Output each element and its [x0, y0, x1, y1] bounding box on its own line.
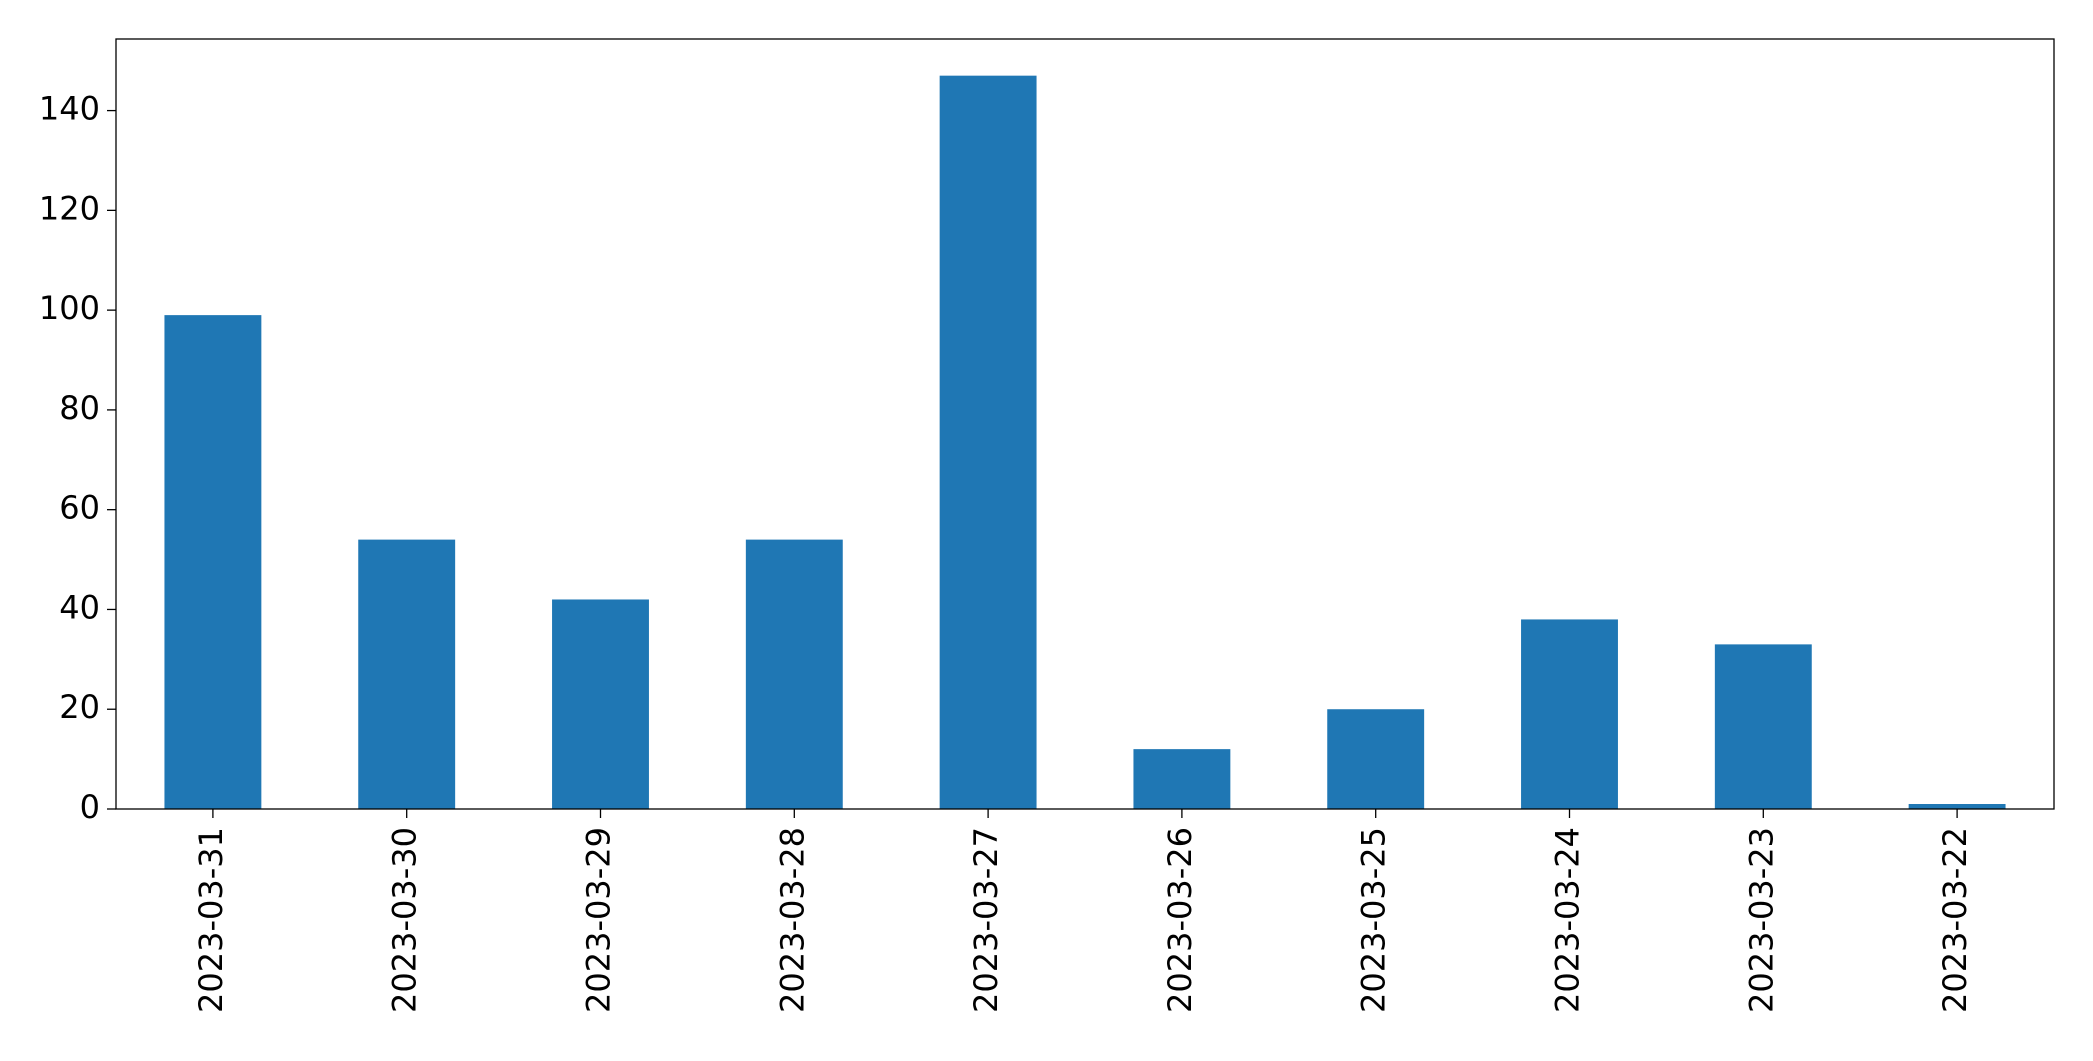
y-tick-label: 40: [59, 588, 100, 626]
bar: [1714, 644, 1812, 809]
x-tick-label: 2023-03-23: [1742, 827, 1780, 1013]
x-tick-label: 2023-03-24: [1549, 827, 1587, 1013]
y-tick-label: 80: [59, 389, 100, 427]
bar: [939, 75, 1037, 809]
bar: [552, 599, 649, 809]
bar: [358, 539, 456, 809]
x-tick-label: 2023-03-22: [1936, 827, 1974, 1013]
bar: [1327, 709, 1425, 809]
plot-frame: [115, 38, 2055, 810]
x-tick-label: 2023-03-31: [192, 827, 230, 1013]
y-tick-label: 140: [39, 90, 100, 128]
y-tick-label: 20: [59, 688, 100, 726]
x-tick-label: 2023-03-30: [386, 827, 424, 1013]
y-tick-label: 0: [80, 788, 100, 826]
y-tick-label: 60: [59, 489, 100, 527]
bar: [1908, 804, 2006, 809]
bar: [1521, 619, 1618, 809]
y-tick-label: 120: [39, 189, 100, 227]
bar: [164, 315, 262, 809]
y-tick-label: 100: [39, 289, 100, 327]
x-tick-label: 2023-03-25: [1355, 827, 1393, 1013]
x-tick-label: 2023-03-26: [1161, 827, 1199, 1013]
x-tick-label: 2023-03-27: [967, 827, 1005, 1013]
x-tick-label: 2023-03-28: [773, 827, 811, 1013]
bar: [1133, 749, 1231, 809]
bar: [745, 539, 843, 809]
x-tick-label: 2023-03-29: [580, 827, 618, 1013]
